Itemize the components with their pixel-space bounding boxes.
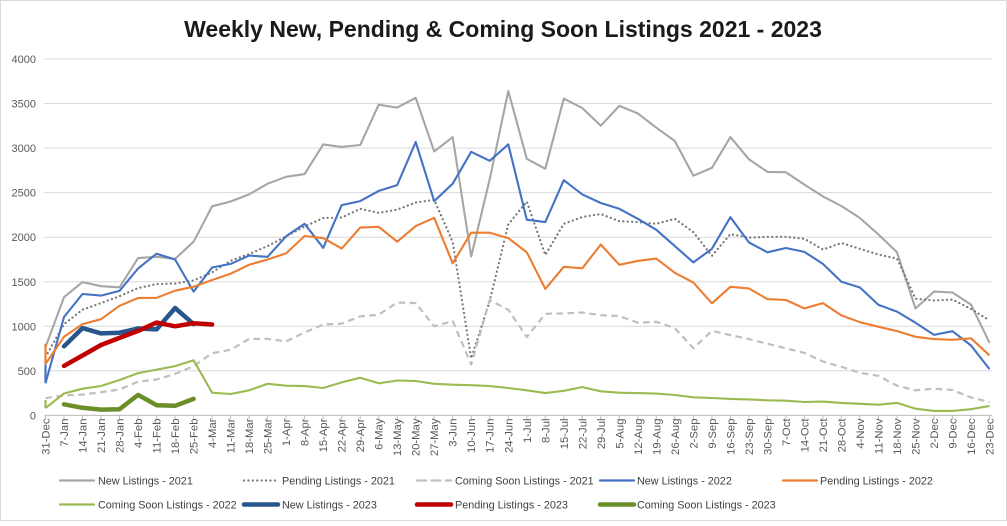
svg-text:29-Apr: 29-Apr [355,418,367,452]
svg-text:24-Jun: 24-Jun [503,419,515,454]
svg-text:Coming Soon Listings - 2022: Coming Soon Listings - 2022 [98,500,237,512]
svg-text:19-Aug: 19-Aug [651,419,663,455]
svg-text:10-Jun: 10-Jun [466,419,478,454]
svg-text:8-Apr: 8-Apr [300,418,312,446]
svg-text:Pending Listings - 2021: Pending Listings - 2021 [282,476,395,488]
svg-text:7-Jan: 7-Jan [59,419,71,447]
svg-text:Pending Listings - 2022: Pending Listings - 2022 [820,476,933,488]
svg-text:11-Nov: 11-Nov [874,418,886,454]
svg-text:18-Feb: 18-Feb [170,419,182,455]
svg-text:4-Mar: 4-Mar [207,418,219,448]
svg-text:1-Apr: 1-Apr [281,418,293,446]
svg-text:18-Mar: 18-Mar [244,418,256,454]
svg-text:4000: 4000 [12,54,36,66]
svg-text:Pending Listings - 2023: Pending Listings - 2023 [455,500,568,512]
svg-text:27-May: 27-May [429,418,441,456]
svg-text:21-Jan: 21-Jan [96,419,108,454]
svg-text:31-Dec: 31-Dec [41,418,53,455]
svg-text:21-Oct: 21-Oct [818,418,830,453]
svg-text:9-Sep: 9-Sep [707,419,719,449]
svg-text:28-Jan: 28-Jan [115,419,127,454]
svg-text:2-Dec: 2-Dec [929,418,941,448]
svg-text:4-Feb: 4-Feb [133,419,145,449]
svg-text:1-Jul: 1-Jul [522,419,534,444]
svg-text:22-Jul: 22-Jul [577,419,589,450]
svg-text:23-Sep: 23-Sep [744,419,756,455]
svg-text:0: 0 [30,410,36,422]
svg-text:1000: 1000 [12,321,36,333]
svg-text:25-Nov: 25-Nov [911,418,923,455]
svg-text:9-Dec: 9-Dec [948,418,960,448]
svg-text:Weekly New, Pending & Coming S: Weekly New, Pending & Coming Soon Listin… [184,16,822,42]
svg-text:23-Dec: 23-Dec [985,418,997,455]
svg-text:17-Jun: 17-Jun [485,419,497,454]
svg-text:New Listings - 2021: New Listings - 2021 [98,476,193,488]
svg-text:13-May: 13-May [392,418,404,456]
svg-text:20-May: 20-May [411,418,423,456]
svg-text:2500: 2500 [12,188,36,200]
svg-text:2000: 2000 [12,232,36,244]
svg-text:5-Aug: 5-Aug [614,419,626,449]
svg-text:8-Jul: 8-Jul [540,419,552,444]
svg-text:500: 500 [18,366,36,378]
svg-text:15-Apr: 15-Apr [318,418,330,452]
svg-text:16-Sep: 16-Sep [725,419,737,455]
svg-text:3-Jun: 3-Jun [448,419,460,447]
svg-text:26-Aug: 26-Aug [670,419,682,455]
svg-text:15-Jul: 15-Jul [559,419,571,450]
svg-text:30-Sep: 30-Sep [762,419,774,455]
svg-text:Coming Soon Listings - 2023: Coming Soon Listings - 2023 [637,500,776,512]
svg-text:3000: 3000 [12,143,36,155]
svg-text:11-Mar: 11-Mar [226,418,238,453]
svg-text:3500: 3500 [12,99,36,111]
svg-text:22-Apr: 22-Apr [337,418,349,452]
svg-text:1500: 1500 [12,277,36,289]
svg-text:4-Nov: 4-Nov [855,418,867,448]
svg-text:18-Nov: 18-Nov [892,418,904,455]
svg-text:Coming Soon Listings - 2021: Coming Soon Listings - 2021 [455,476,594,488]
svg-text:7-Oct: 7-Oct [781,418,793,446]
svg-text:6-May: 6-May [374,418,386,450]
svg-text:2-Sep: 2-Sep [688,419,700,449]
svg-text:25-Feb: 25-Feb [189,419,201,455]
svg-text:11-Feb: 11-Feb [152,419,164,454]
svg-text:14-Jan: 14-Jan [78,419,90,454]
svg-text:25-Mar: 25-Mar [263,418,275,454]
svg-text:New Listings - 2023: New Listings - 2023 [282,500,377,512]
svg-text:14-Oct: 14-Oct [799,418,811,453]
svg-text:29-Jul: 29-Jul [596,419,608,450]
svg-text:New Listings - 2022: New Listings - 2022 [637,476,732,488]
svg-text:16-Dec: 16-Dec [966,418,978,455]
svg-text:28-Oct: 28-Oct [836,418,848,453]
svg-text:12-Aug: 12-Aug [633,419,645,455]
